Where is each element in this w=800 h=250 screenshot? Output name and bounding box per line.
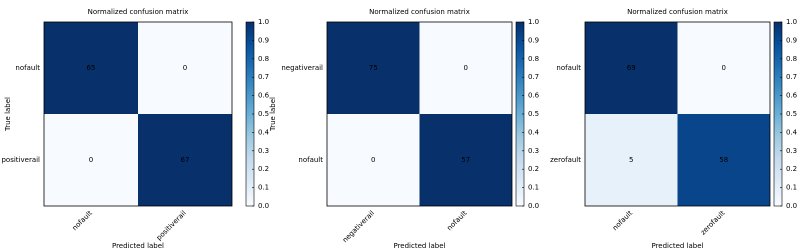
cell-label: 75 bbox=[369, 64, 378, 72]
colorbar-tick-label: 0.7 bbox=[786, 73, 797, 81]
x-axis-label: Predicted label bbox=[393, 242, 445, 250]
y-tick-label: nofault bbox=[15, 64, 40, 72]
heatmap-cell bbox=[585, 22, 678, 114]
colorbar-tick-label: 0.8 bbox=[786, 55, 797, 63]
colorbar-tick-label: 0.6 bbox=[528, 92, 540, 100]
plot-frame bbox=[43, 21, 233, 207]
colorbar-tick-label: 0.3 bbox=[258, 147, 269, 155]
plot-frame bbox=[326, 21, 513, 207]
colorbar-tick-label: 0.0 bbox=[528, 202, 539, 210]
colorbar-tick-label: 0.1 bbox=[528, 184, 539, 192]
colorbar-tick-label: 0.5 bbox=[528, 110, 539, 118]
colorbar-tick-label: 0.8 bbox=[258, 55, 269, 63]
cell-label: 57 bbox=[461, 156, 470, 164]
colorbar-tick-label: 0.7 bbox=[528, 73, 539, 81]
cell-label: 69 bbox=[627, 64, 636, 72]
x-tick-label: nofault bbox=[611, 209, 634, 232]
colorbar-tick-label: 0.7 bbox=[258, 73, 269, 81]
cell-label: 0 bbox=[183, 64, 187, 72]
colorbar-tick-label: 0.2 bbox=[258, 165, 269, 173]
colorbar-tick-label: 0.5 bbox=[786, 110, 797, 118]
x-tick-label: nofault bbox=[71, 209, 94, 232]
chart-title: Normalized confusion matrix bbox=[88, 8, 189, 16]
colorbar-tick-label: 0.9 bbox=[786, 36, 797, 44]
heatmap-cell bbox=[327, 22, 420, 114]
cell-label: 67 bbox=[181, 156, 190, 164]
colorbar-tick-label: 1.0 bbox=[786, 18, 797, 26]
heatmap-cell bbox=[677, 114, 770, 206]
heatmap-cell bbox=[138, 22, 232, 114]
cell-label: 0 bbox=[371, 156, 375, 164]
x-tick-label: negativerail bbox=[341, 209, 376, 244]
colorbar-tick-label: 0.2 bbox=[528, 165, 539, 173]
colorbar-tick-label: 0.6 bbox=[786, 92, 798, 100]
cell-label: 65 bbox=[87, 64, 96, 72]
heatmap-cell bbox=[138, 114, 232, 206]
cell-label: 58 bbox=[719, 156, 728, 164]
x-tick-label: positiverail bbox=[155, 209, 188, 242]
colorbar-tick-label: 0.9 bbox=[528, 36, 539, 44]
heatmap-cell bbox=[677, 22, 770, 114]
colorbar-tick-label: 0.0 bbox=[786, 202, 797, 210]
colorbar-tick-label: 0.6 bbox=[258, 92, 270, 100]
heatmap-cell bbox=[419, 114, 512, 206]
chart-title: Normalized confusion matrix bbox=[627, 8, 728, 16]
colorbar-tick-label: 0.3 bbox=[528, 147, 539, 155]
colorbar-tick-label: 0.4 bbox=[258, 128, 270, 136]
y-tick-label: negativerail bbox=[281, 64, 323, 72]
chart-title: Normalized confusion matrix bbox=[369, 8, 470, 16]
y-tick-label: zerofault bbox=[550, 156, 581, 164]
colorbar-tick-label: 1.0 bbox=[258, 18, 269, 26]
y-tick-label: nofault bbox=[298, 156, 323, 164]
colorbar-tick-label: 0.4 bbox=[786, 128, 798, 136]
x-tick-label: zerofault bbox=[699, 209, 727, 237]
cell-label: 5 bbox=[629, 156, 633, 164]
heatmap-cell bbox=[44, 114, 138, 206]
cell-label: 0 bbox=[464, 64, 468, 72]
cell-label: 0 bbox=[89, 156, 93, 164]
x-tick-label: nofault bbox=[446, 209, 469, 232]
x-axis-label: Predicted label bbox=[651, 242, 703, 250]
colorbar-tick-label: 0.2 bbox=[786, 165, 797, 173]
heatmap-cell bbox=[327, 114, 420, 206]
y-tick-label: positiverail bbox=[1, 156, 40, 164]
colorbar-tick-label: 0.3 bbox=[786, 147, 797, 155]
colorbar-tick-label: 0.4 bbox=[528, 128, 540, 136]
heatmap-cell bbox=[419, 22, 512, 114]
colorbar-tick-label: 0.5 bbox=[258, 110, 269, 118]
y-axis-label: True label bbox=[269, 97, 277, 132]
heatmap-cell bbox=[44, 22, 138, 114]
colorbar-tick-label: 0.9 bbox=[258, 36, 269, 44]
heatmap-cell bbox=[585, 114, 678, 206]
plot-frame bbox=[584, 21, 771, 207]
colorbar-tick-label: 0.1 bbox=[786, 184, 797, 192]
colorbar-tick-label: 0.0 bbox=[258, 202, 269, 210]
colorbar-tick-label: 1.0 bbox=[528, 18, 539, 26]
colorbar-tick-label: 0.1 bbox=[258, 184, 269, 192]
x-axis-label: Predicted label bbox=[112, 242, 164, 250]
colorbar-tick-label: 0.8 bbox=[528, 55, 539, 63]
y-axis-label: True label bbox=[4, 97, 12, 132]
cell-label: 0 bbox=[722, 64, 726, 72]
y-tick-label: nofault bbox=[556, 64, 581, 72]
